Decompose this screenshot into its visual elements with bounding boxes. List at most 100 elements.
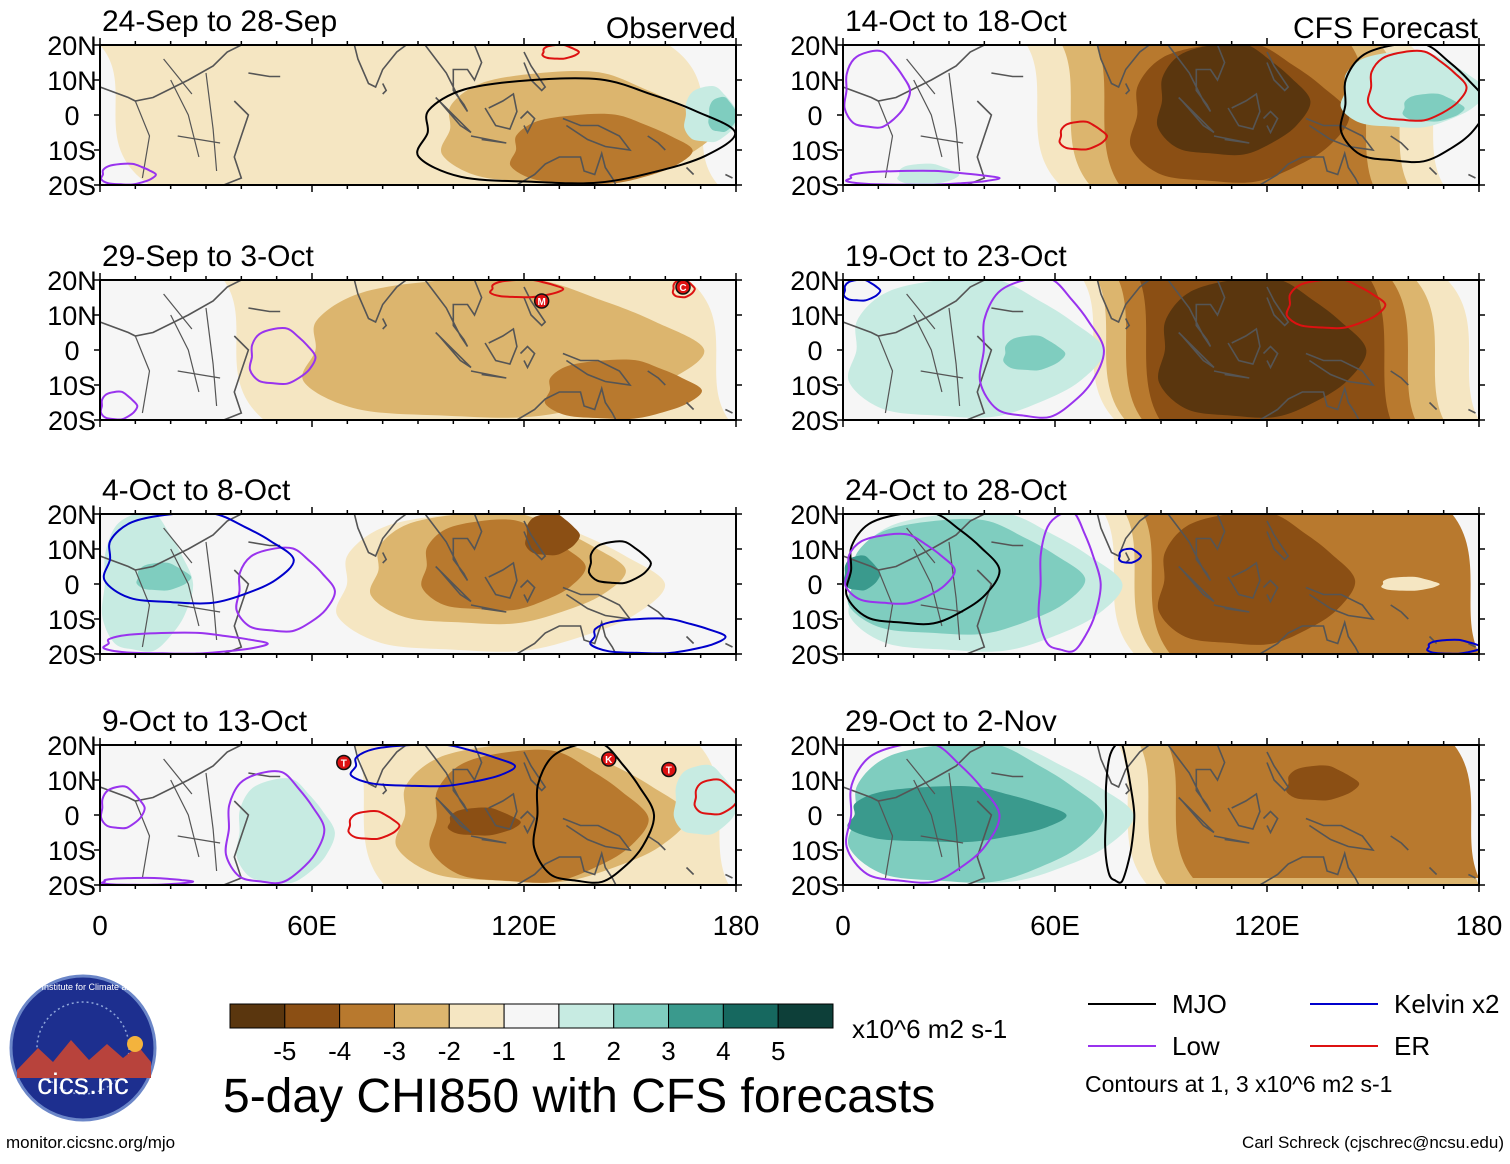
coastline — [1167, 45, 1226, 112]
fill-layer — [100, 745, 736, 885]
panel-period-title: 24-Oct to 28-Oct — [845, 474, 1067, 507]
map-panel: T K T 20N 10N 0 10S 20S 9-Oct to 13-Oct 0 60E 120E 1… — [47, 705, 759, 941]
panel-period-title: 29-Oct to 2-Nov — [845, 705, 1057, 738]
lat-label: 0 — [64, 101, 79, 131]
chi-anomaly-fill — [843, 555, 881, 591]
contour-kelvin-x2 — [1118, 547, 1142, 564]
country-border — [877, 800, 894, 879]
coastline — [685, 866, 695, 876]
coastline — [499, 150, 617, 185]
coastline — [1305, 117, 1375, 152]
storm-marker — [601, 751, 617, 767]
coastline — [1167, 280, 1226, 347]
coastline — [1096, 745, 1151, 789]
colorbar-swatch — [558, 1003, 615, 1029]
contour-low — [978, 280, 1105, 419]
country-border — [906, 758, 936, 795]
coastline — [725, 408, 733, 414]
coastline — [424, 45, 483, 112]
chi-anomaly-fill — [708, 96, 736, 132]
coastline — [470, 135, 507, 144]
contour-er — [347, 809, 401, 841]
lat-label: 0 — [64, 570, 79, 600]
lon-label: 120E — [1234, 910, 1299, 941]
country-border — [906, 58, 936, 95]
coastline — [1227, 327, 1261, 365]
fill-layer — [843, 514, 1479, 654]
coastline — [1124, 783, 1131, 795]
coastline — [519, 345, 536, 370]
lat-label: 10S — [48, 136, 96, 166]
chi-anomaly-fill — [848, 280, 1104, 418]
contour-er — [1058, 120, 1108, 151]
coastline — [1390, 135, 1409, 151]
coastline — [562, 817, 632, 852]
lat-label: 20N — [47, 266, 97, 296]
storm-label: C — [679, 283, 686, 294]
country-border — [877, 335, 894, 414]
country-border — [134, 335, 151, 414]
colorbar-swatch — [339, 1003, 395, 1029]
coastline — [966, 569, 993, 654]
coastline — [1167, 514, 1226, 581]
footer-credit: Carl Schreck (cjschrec@ncsu.edu) — [1242, 1133, 1504, 1152]
observed-column-label: Observed — [606, 12, 736, 45]
coastline — [1213, 370, 1250, 379]
coastline — [1242, 150, 1360, 185]
lat-label: 10N — [790, 66, 840, 96]
coastline — [1167, 745, 1226, 812]
coastline — [1266, 286, 1290, 327]
coastline — [223, 569, 250, 654]
legend-label: ER — [1394, 1031, 1430, 1061]
coastline — [1428, 866, 1438, 876]
coastline — [470, 604, 507, 613]
lat-label: 10N — [47, 66, 97, 96]
coastline — [562, 352, 632, 387]
country-border — [205, 72, 218, 172]
lat-label: 10S — [791, 605, 839, 635]
country-border — [170, 779, 200, 858]
coastline — [435, 96, 472, 134]
colorbar-swatch — [668, 1003, 724, 1029]
lat-label: 0 — [807, 801, 822, 831]
lat-label: 10S — [791, 371, 839, 401]
colorbar-swatch — [503, 1003, 560, 1029]
lat-label: 20N — [47, 500, 97, 530]
coastline — [1178, 565, 1215, 603]
chi-anomaly-fill — [509, 113, 693, 184]
storm-icon: C — [675, 279, 691, 295]
contour-low — [845, 745, 1001, 884]
coastline — [100, 45, 242, 102]
contour-kelvin-x2 — [589, 617, 727, 654]
coastline — [1096, 280, 1151, 324]
lat-label: 10S — [791, 136, 839, 166]
coastline — [381, 552, 388, 564]
colorbar-tick: -1 — [493, 1036, 516, 1066]
storm-label: K — [605, 755, 613, 766]
lat-label: 0 — [64, 801, 79, 831]
lat-label: 20S — [791, 406, 839, 436]
country-border — [134, 100, 151, 179]
contour-note: Contours at 1, 3 x10^6 m2 s-1 — [1085, 1071, 1392, 1097]
country-border — [920, 835, 964, 844]
country-border — [170, 548, 200, 627]
lat-label: 10S — [48, 836, 96, 866]
colorbar-units: x10^6 m2 s-1 — [852, 1014, 1007, 1044]
lat-label: 10N — [47, 766, 97, 796]
coastline — [1468, 173, 1476, 179]
contour-low — [235, 546, 336, 633]
lat-label: 10S — [48, 605, 96, 635]
coastline — [1178, 331, 1215, 369]
coastline — [991, 772, 1024, 778]
coastline — [1178, 796, 1215, 834]
contour-mjo — [532, 745, 656, 884]
coastline — [353, 745, 408, 789]
coastline — [1262, 345, 1279, 370]
coastline — [1428, 635, 1438, 645]
footer-url: monitor.cicsnc.org/mjo — [6, 1133, 175, 1152]
colorbar-swatch — [448, 1003, 505, 1029]
chi-anomaly-fill — [429, 749, 649, 883]
country-border — [163, 527, 193, 564]
chi-anomaly-fill — [1157, 514, 1356, 645]
